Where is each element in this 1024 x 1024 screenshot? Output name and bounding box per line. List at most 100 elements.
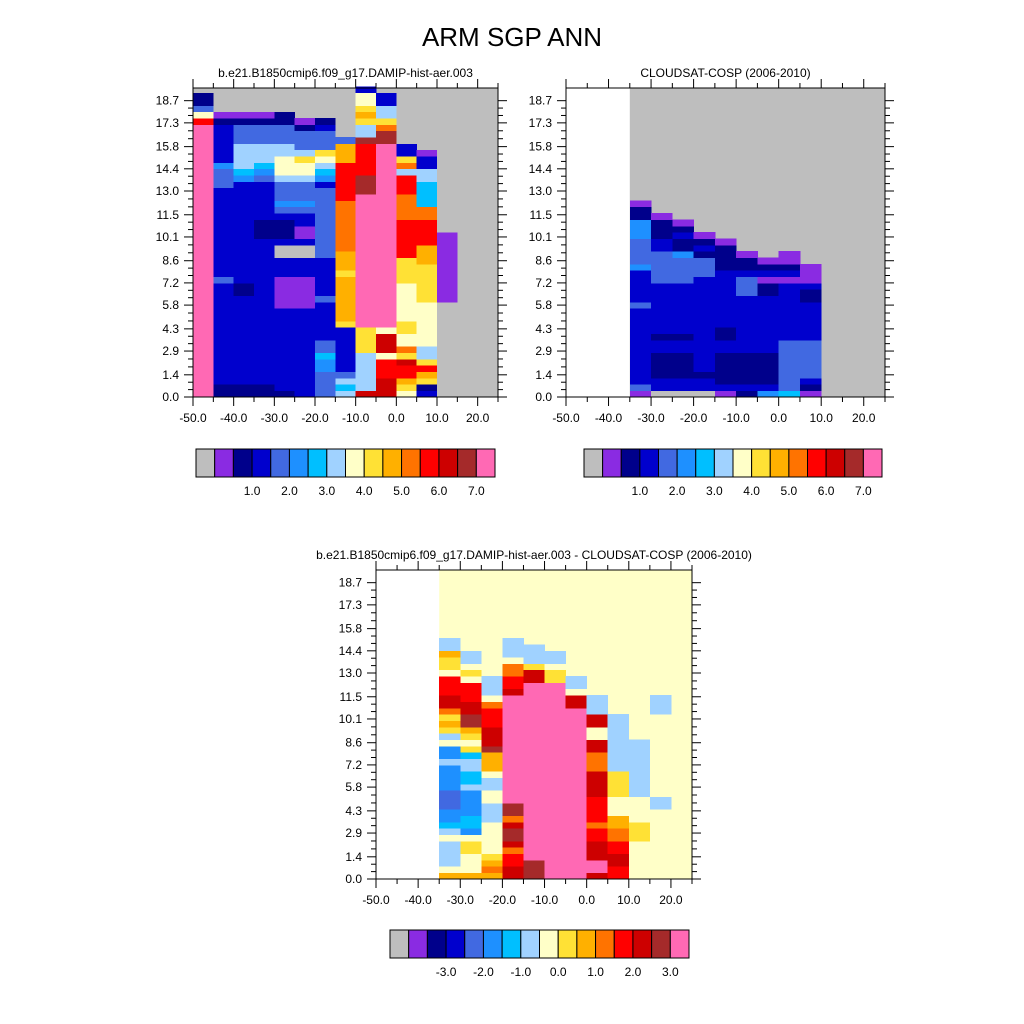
heatmap-cell xyxy=(274,377,296,385)
colorbar-swatch xyxy=(419,448,440,478)
heatmap-cell xyxy=(460,802,482,810)
heatmap-cell xyxy=(355,213,377,220)
heatmap-cell xyxy=(714,251,737,258)
heatmap-cell xyxy=(439,834,461,842)
colorbar-label: -3.0 xyxy=(436,965,457,979)
heatmap-cell xyxy=(544,758,566,766)
heatmap-cell xyxy=(396,263,418,271)
heatmap-cell xyxy=(481,739,503,747)
heatmap-cell xyxy=(544,657,566,664)
heatmap-cell xyxy=(607,821,630,829)
heatmap-cell xyxy=(586,720,609,728)
heatmap-cell xyxy=(565,790,588,797)
heatmap-cell xyxy=(355,168,377,176)
x-tick-label: 0.0 xyxy=(388,411,405,425)
heatmap-cell xyxy=(714,390,737,398)
heatmap-cell xyxy=(416,320,438,328)
heatmap-cell xyxy=(355,244,377,252)
heatmap-cell xyxy=(651,244,673,252)
heatmap-cell xyxy=(193,225,214,233)
heatmap-cell xyxy=(607,872,630,880)
heatmap-cell xyxy=(213,377,235,385)
heatmap-cell xyxy=(437,327,458,335)
heatmap-cell xyxy=(565,701,588,709)
heatmap-cell xyxy=(778,270,801,277)
heatmap-cell xyxy=(315,365,336,373)
heatmap-cell xyxy=(416,339,438,347)
heatmap-cell xyxy=(193,92,214,100)
heatmap-cell xyxy=(439,733,461,740)
heatmap-cell xyxy=(502,783,524,791)
heatmap-cell xyxy=(586,815,609,823)
heatmap-cell xyxy=(439,752,461,759)
heatmap-cell xyxy=(294,377,316,385)
heatmap-cell xyxy=(460,796,482,804)
heatmap-cell xyxy=(651,219,673,227)
heatmap-cell xyxy=(335,257,357,265)
heatmap-cell xyxy=(274,156,296,163)
heatmap-cell xyxy=(544,707,566,715)
heatmap-cell xyxy=(335,276,357,284)
heatmap-cell xyxy=(315,289,336,296)
heatmap-cell xyxy=(628,828,651,836)
heatmap-cell xyxy=(233,352,255,360)
heatmap-cell xyxy=(355,333,377,341)
y-tick-label: 10.1 xyxy=(339,712,363,726)
heatmap-cell xyxy=(693,339,716,347)
x-tick-label: 20.0 xyxy=(852,411,876,425)
heatmap-cell xyxy=(213,276,235,284)
heatmap-cell xyxy=(481,682,503,690)
heatmap-cell xyxy=(481,840,503,848)
heatmap-cell xyxy=(607,828,630,836)
heatmap-cell xyxy=(416,213,438,220)
heatmap-cell xyxy=(586,701,609,709)
heatmap-cell xyxy=(693,251,716,258)
heatmap-cell xyxy=(439,669,461,677)
colorbar-swatch xyxy=(539,929,559,959)
heatmap-cell xyxy=(274,308,296,315)
heatmap-cell xyxy=(213,162,235,170)
heatmap-cell xyxy=(628,815,651,823)
heatmap-cell xyxy=(628,764,651,772)
heatmap-cell xyxy=(213,390,235,398)
heatmap-cell xyxy=(481,783,503,791)
colorbar-label: 7.0 xyxy=(468,484,485,498)
heatmap-cell xyxy=(193,130,214,138)
heatmap-cell xyxy=(651,213,673,220)
colorbar-swatch xyxy=(669,929,690,959)
heatmap-cell xyxy=(416,162,438,170)
panel-observation: CLOUDSAT-COSP (2006-2010) -50.0 -40.0 -30.0… xyxy=(529,66,894,498)
heatmap-cell xyxy=(565,758,588,766)
heatmap-cell xyxy=(460,695,482,702)
heatmap-cell xyxy=(607,745,630,753)
heatmap-cell xyxy=(396,149,418,157)
heatmap-cell xyxy=(544,669,566,677)
heatmap-cell xyxy=(233,327,255,335)
heatmap-cell xyxy=(672,225,694,233)
heatmap-cell xyxy=(274,282,296,290)
heatmap-cell xyxy=(355,314,377,322)
heatmap-cell xyxy=(355,320,377,328)
heatmap-cell xyxy=(315,175,336,182)
heatmap-cell xyxy=(629,346,652,354)
heatmap-cell xyxy=(565,821,588,829)
heatmap-cell xyxy=(294,137,316,144)
heatmap-cell xyxy=(254,156,275,163)
heatmap-cell xyxy=(460,714,482,721)
figure-title: ARM SGP ANN xyxy=(422,22,602,52)
colorbar-swatch xyxy=(214,448,234,478)
heatmap-cell xyxy=(523,815,545,823)
heatmap-cell xyxy=(416,206,438,214)
heatmap-cell xyxy=(502,771,524,778)
heatmap-cell xyxy=(437,232,458,239)
heatmap-cell xyxy=(778,365,801,373)
heatmap-cell xyxy=(335,168,357,176)
heatmap-cell xyxy=(355,301,377,309)
colorbar-label: -1.0 xyxy=(510,965,531,979)
heatmap-cell xyxy=(233,244,255,252)
heatmap-cell xyxy=(439,866,461,874)
heatmap-cell xyxy=(565,783,588,791)
heatmap-cell xyxy=(651,339,673,347)
heatmap-cell xyxy=(376,118,397,125)
heatmap-cell xyxy=(460,847,482,855)
